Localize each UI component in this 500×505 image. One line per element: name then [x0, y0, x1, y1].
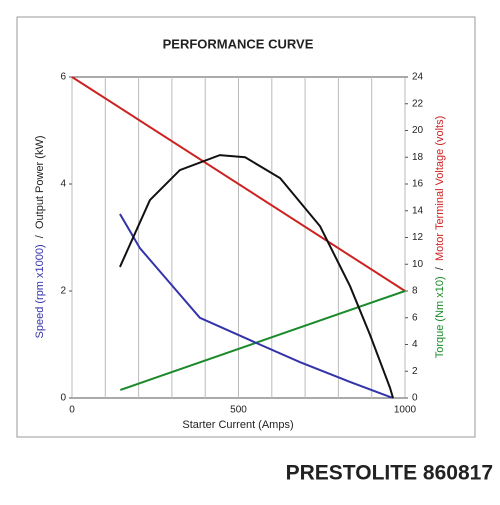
y2-tick-label: 2	[412, 366, 418, 377]
axis-label-part: /	[34, 234, 46, 238]
data-line	[71, 76, 406, 292]
footer-text: PRESTOLITE 860817	[286, 462, 493, 485]
x-tick-label: 1000	[394, 405, 417, 416]
y2-tick-label: 0	[412, 393, 418, 404]
y2-tick-label: 24	[412, 72, 424, 83]
y2-tick-label: 16	[412, 179, 424, 190]
y2-tick-label: 22	[412, 98, 424, 109]
y2-tick-label: 10	[412, 259, 424, 270]
x-tick-label: 0	[69, 405, 75, 416]
y-tick-label: 0	[60, 393, 66, 404]
y2-tick-label: 6	[412, 312, 418, 323]
x-tick-label: 500	[230, 405, 247, 416]
data-line	[119, 290, 406, 391]
axis-label-part: Torque (Nm x10)	[434, 276, 446, 358]
y-tick-label: 4	[60, 179, 66, 190]
x-axis-label: Starter Current (Amps)	[182, 419, 293, 431]
y-tick-label: 2	[60, 286, 66, 297]
y-axis-label: Speed (rpm x1000) / Output Power (kW)	[34, 135, 46, 338]
chart-title: PERFORMANCE CURVE	[163, 36, 314, 51]
axis-label-part: Speed (rpm x1000)	[34, 244, 46, 338]
data-line	[119, 213, 394, 399]
y2-tick-label: 12	[412, 232, 424, 243]
axis-label-part: /	[434, 266, 446, 270]
data-line	[119, 154, 394, 399]
y-tick-label: 6	[60, 72, 66, 83]
y2-axis-label: Torque (Nm x10) / Motor Terminal Voltage…	[434, 116, 446, 359]
axis-label-part: Output Power (kW)	[34, 135, 46, 229]
axis-label-part: Motor Terminal Voltage (volts)	[434, 116, 446, 261]
y2-tick-label: 14	[412, 205, 424, 216]
y2-tick-label: 4	[412, 339, 418, 350]
y2-tick-label: 20	[412, 125, 424, 136]
y2-tick-label: 8	[412, 286, 418, 297]
y2-tick-label: 18	[412, 152, 424, 163]
